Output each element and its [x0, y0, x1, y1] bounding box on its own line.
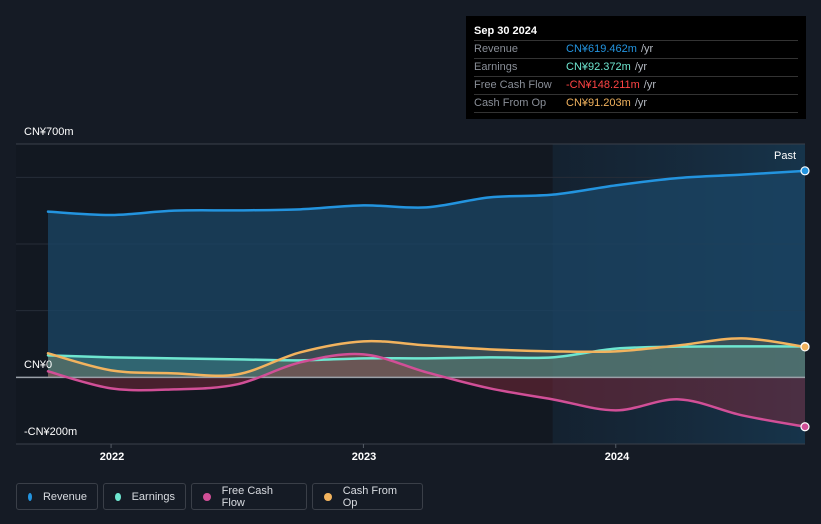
legend-item-free-cash-flow[interactable]: Free Cash Flow: [191, 483, 307, 510]
tooltip-date: Sep 30 2024: [474, 22, 798, 41]
line-earnings: [46, 345, 807, 362]
tooltip: Sep 30 2024 Revenue CN¥619.462m /yr Earn…: [466, 16, 806, 119]
area-free-cash-flow: [48, 353, 805, 427]
y-tick-label-bottom: -CN¥200m: [24, 426, 78, 438]
line-cash-from-op: [46, 337, 807, 377]
end-dot-free-cash-flow: [800, 422, 810, 432]
tooltip-row-cash-from-op: Cash From Op CN¥91.203m /yr: [474, 95, 798, 113]
tooltip-unit: /yr: [634, 61, 648, 73]
tooltip-unit: /yr: [634, 97, 648, 109]
tooltip-unit: /yr: [640, 43, 654, 55]
tooltip-label: Free Cash Flow: [474, 79, 552, 91]
tooltip-label: Earnings: [474, 61, 518, 73]
tooltip-value: CN¥91.203m: [566, 97, 631, 109]
tooltip-row-earnings: Earnings CN¥92.372m /yr: [474, 59, 798, 77]
tooltip-row-free-cash-flow: Free Cash Flow -CN¥148.211m /yr: [474, 77, 798, 95]
area-earnings: [48, 346, 805, 378]
tooltip-unit: /yr: [643, 79, 657, 91]
legend-dot-icon: [324, 492, 332, 501]
line-free-cash-flow: [46, 352, 807, 428]
legend-item-earnings[interactable]: Earnings: [103, 483, 186, 510]
y-tick-label-zero: CN¥0: [24, 359, 53, 371]
tooltip-label: Cash From Op: [474, 97, 547, 109]
legend-dot-icon: [28, 492, 32, 501]
tooltip-row-revenue: Revenue CN¥619.462m /yr: [474, 41, 798, 59]
tooltip-label: Revenue: [474, 43, 519, 55]
x-tick-label-2022: 2022: [99, 451, 125, 463]
legend: Revenue Earnings Free Cash Flow Cash Fro…: [16, 483, 423, 510]
tooltip-value: CN¥92.372m: [566, 61, 631, 73]
legend-label: Revenue: [42, 490, 87, 503]
end-dot-cash-from-op: [800, 342, 810, 352]
tooltip-value: CN¥619.462m: [566, 43, 637, 55]
legend-label: Free Cash Flow: [221, 484, 274, 509]
legend-item-cash-from-op[interactable]: Cash From Op: [312, 483, 423, 510]
legend-label: Cash From Op: [342, 484, 398, 509]
end-dot-revenue: [800, 166, 810, 176]
area-revenue: [48, 170, 805, 378]
x-tick-label-2024: 2024: [604, 451, 630, 463]
x-tick-label-2023: 2023: [351, 451, 377, 463]
line-revenue: [46, 169, 807, 217]
legend-item-revenue[interactable]: Revenue: [16, 483, 98, 510]
y-tick-label-top: CN¥700m: [24, 126, 74, 138]
legend-dot-icon: [203, 492, 211, 501]
past-label: Past: [774, 150, 797, 162]
tooltip-value: -CN¥148.211m: [566, 79, 640, 91]
legend-dot-icon: [115, 492, 121, 501]
legend-label: Earnings: [131, 490, 175, 503]
